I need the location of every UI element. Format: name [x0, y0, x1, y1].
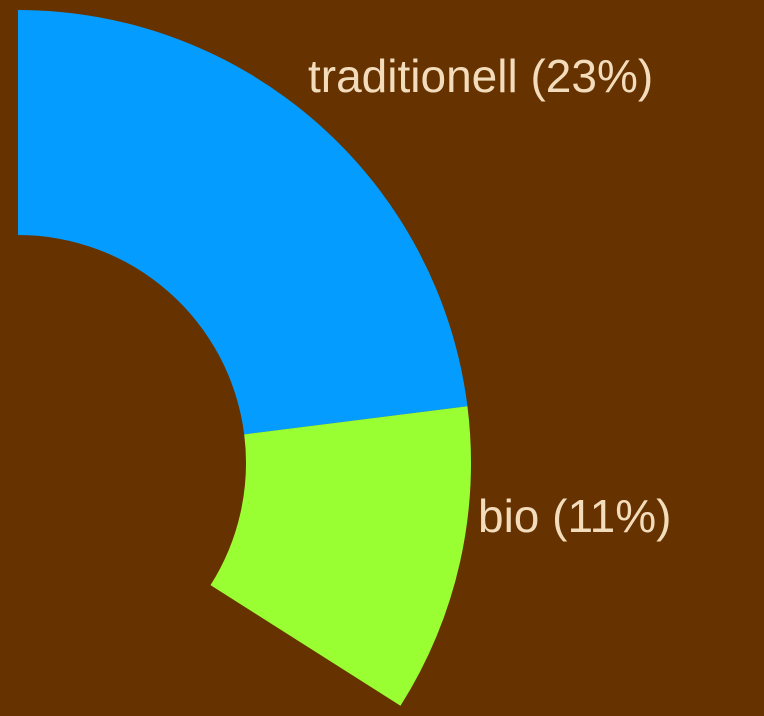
donut-segment — [18, 10, 468, 435]
data-label: traditionell (23%) — [308, 50, 653, 102]
data-label: bio (11%) — [478, 490, 671, 542]
donut-segment — [210, 406, 471, 706]
